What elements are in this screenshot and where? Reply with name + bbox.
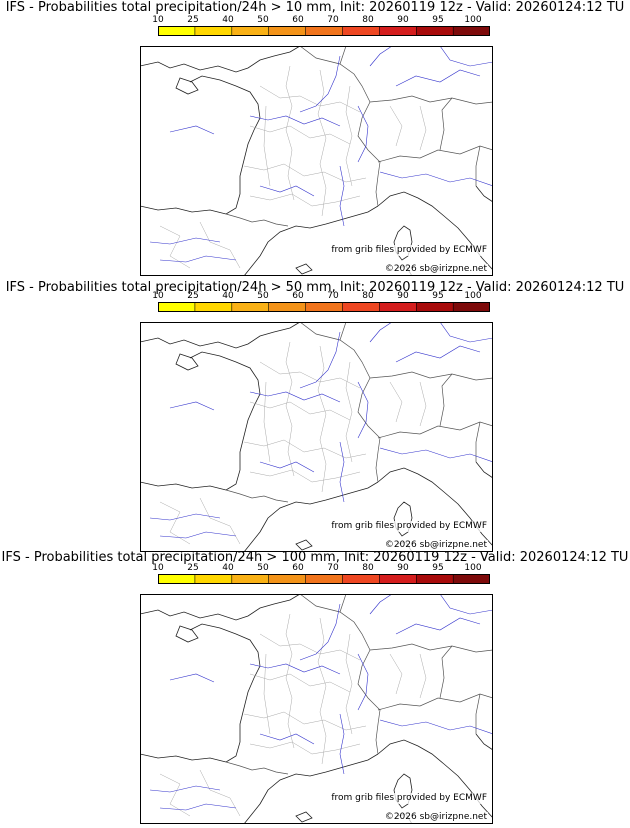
map bbox=[140, 322, 493, 552]
colorbar-swatch bbox=[416, 302, 453, 312]
colorbar-tick: 80 bbox=[356, 15, 380, 26]
panel-title: IFS - Probabilities total precipitation/… bbox=[0, 0, 630, 16]
colorbar-swatch bbox=[269, 574, 306, 584]
colorbar-swatch bbox=[453, 26, 490, 36]
map bbox=[140, 46, 493, 276]
credit-source: from grib files provided by ECMWF bbox=[330, 793, 488, 804]
colorbar-swatch bbox=[343, 302, 380, 312]
credit-copyright: ©2026 sb@irizpne.net bbox=[384, 264, 488, 275]
colorbar-tick: 70 bbox=[321, 291, 345, 302]
colorbar-swatch bbox=[306, 302, 343, 312]
colorbar bbox=[158, 302, 490, 312]
colorbar-ticks: 10 25 40 50 60 70 80 90 95 100 bbox=[150, 291, 500, 302]
colorbar-swatch bbox=[343, 574, 380, 584]
colorbar-tick: 60 bbox=[286, 15, 310, 26]
colorbar-swatch bbox=[232, 574, 269, 584]
colorbar-tick: 80 bbox=[356, 291, 380, 302]
colorbar-ticks: 10 25 40 50 60 70 80 90 95 100 bbox=[150, 15, 500, 26]
colorbar-tick: 50 bbox=[251, 15, 275, 26]
colorbar-ticks: 10 25 40 50 60 70 80 90 95 100 bbox=[150, 563, 500, 574]
colorbar-tick: 50 bbox=[251, 291, 275, 302]
colorbar-tick: 90 bbox=[391, 15, 415, 26]
colorbar-tick: 70 bbox=[321, 563, 345, 574]
panel-100mm: IFS - Probabilities total precipitation/… bbox=[0, 548, 630, 824]
colorbar-swatch bbox=[416, 574, 453, 584]
colorbar-tick: 40 bbox=[216, 15, 240, 26]
colorbar-tick: 40 bbox=[216, 291, 240, 302]
colorbar bbox=[158, 574, 490, 584]
colorbar-tick: 95 bbox=[426, 15, 450, 26]
colorbar-tick: 100 bbox=[461, 563, 485, 574]
colorbar-swatch bbox=[416, 26, 453, 36]
colorbar-swatch bbox=[306, 574, 343, 584]
colorbar-swatch bbox=[269, 302, 306, 312]
colorbar-tick: 90 bbox=[391, 563, 415, 574]
panel-10mm: IFS - Probabilities total precipitation/… bbox=[0, 0, 630, 276]
colorbar-swatch bbox=[343, 26, 380, 36]
colorbar-swatch bbox=[195, 26, 232, 36]
colorbar-tick: 60 bbox=[286, 563, 310, 574]
colorbar-tick: 95 bbox=[426, 563, 450, 574]
colorbar-swatch bbox=[232, 26, 269, 36]
colorbar-tick: 25 bbox=[181, 15, 205, 26]
colorbar-tick: 10 bbox=[146, 291, 170, 302]
colorbar-swatch bbox=[306, 26, 343, 36]
colorbar-swatch bbox=[195, 302, 232, 312]
credit-copyright: ©2026 sb@irizpne.net bbox=[384, 812, 488, 823]
colorbar-swatch bbox=[453, 574, 490, 584]
colorbar-tick: 25 bbox=[181, 291, 205, 302]
colorbar-tick: 90 bbox=[391, 291, 415, 302]
colorbar-tick: 50 bbox=[251, 563, 275, 574]
map bbox=[140, 594, 493, 824]
colorbar-swatch bbox=[379, 302, 416, 312]
credit-source: from grib files provided by ECMWF bbox=[330, 521, 488, 532]
colorbar-swatch bbox=[232, 302, 269, 312]
colorbar-swatch bbox=[158, 574, 195, 584]
colorbar-swatch bbox=[195, 574, 232, 584]
colorbar-tick: 10 bbox=[146, 15, 170, 26]
colorbar-swatch bbox=[453, 302, 490, 312]
colorbar-tick: 100 bbox=[461, 15, 485, 26]
colorbar-tick: 10 bbox=[146, 563, 170, 574]
colorbar-swatch bbox=[379, 26, 416, 36]
credit-source: from grib files provided by ECMWF bbox=[330, 245, 488, 256]
colorbar-tick: 80 bbox=[356, 563, 380, 574]
colorbar-swatch bbox=[379, 574, 416, 584]
colorbar-swatch bbox=[158, 26, 195, 36]
colorbar-tick: 60 bbox=[286, 291, 310, 302]
colorbar-tick: 95 bbox=[426, 291, 450, 302]
panel-50mm: IFS - Probabilities total precipitation/… bbox=[0, 276, 630, 552]
colorbar-tick: 40 bbox=[216, 563, 240, 574]
colorbar-tick: 100 bbox=[461, 291, 485, 302]
colorbar-swatch bbox=[269, 26, 306, 36]
colorbar-swatch bbox=[158, 302, 195, 312]
colorbar-tick: 25 bbox=[181, 563, 205, 574]
colorbar-tick: 70 bbox=[321, 15, 345, 26]
colorbar bbox=[158, 26, 490, 36]
